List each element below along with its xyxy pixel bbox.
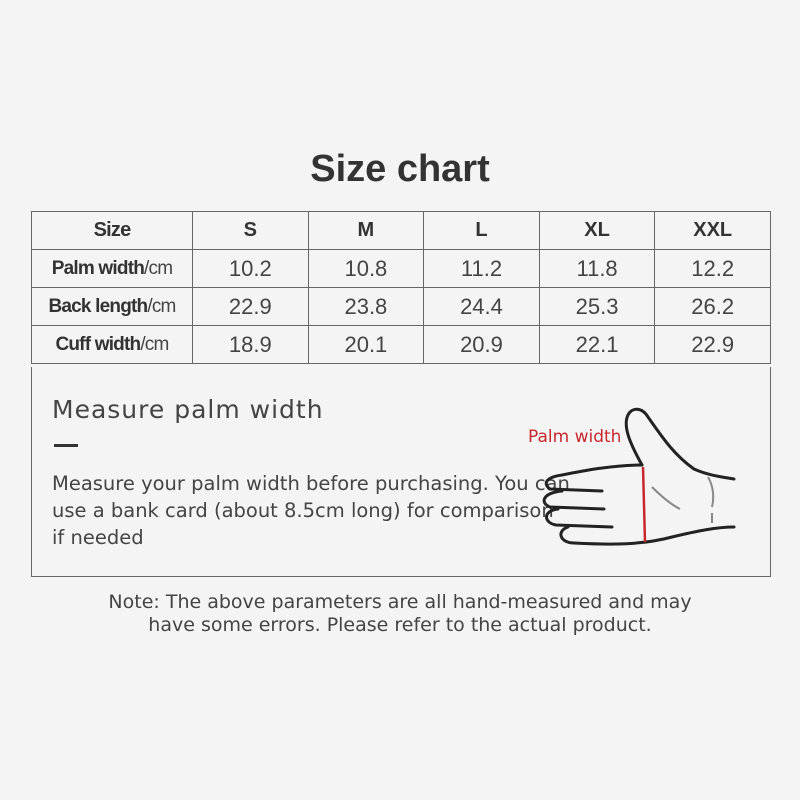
table-cell: 10.8 bbox=[307, 249, 425, 288]
note: Note: The above parameters are all hand-… bbox=[0, 591, 800, 637]
page-title: Size chart bbox=[310, 148, 490, 190]
palm-width-label: Palm width bbox=[528, 427, 622, 447]
measure-description: Measure your palm width before purchasin… bbox=[52, 472, 570, 549]
table-row: Palm width/cm 10.2 10.8 11.2 11.8 12.2 bbox=[31, 249, 771, 288]
row-unit: /cm bbox=[147, 295, 176, 317]
row-label: Palm width/cm bbox=[31, 249, 193, 288]
table-cell: 20.9 bbox=[423, 325, 540, 364]
table-cell: 22.1 bbox=[538, 325, 656, 364]
measure-heading: Measure palm width bbox=[52, 395, 324, 424]
table-header-row: Size S M L XL XXL bbox=[31, 211, 771, 250]
note-line: have some errors. Please refer to the ac… bbox=[148, 614, 652, 636]
row-label: Cuff width/cm bbox=[31, 325, 193, 364]
header-cell: Size bbox=[31, 211, 193, 250]
header-cell: XXL bbox=[654, 211, 771, 250]
table-row: Cuff width/cm 18.9 20.1 20.9 22.1 22.9 bbox=[31, 325, 771, 364]
table-row: Back length/cm 22.9 23.8 24.4 25.3 26.2 bbox=[31, 287, 771, 326]
row-unit: /cm bbox=[140, 333, 169, 355]
table-cell: 10.2 bbox=[192, 249, 309, 288]
size-table: Size S M L XL XXL Palm width/cm 10.2 10.… bbox=[31, 211, 771, 364]
header-cell: S bbox=[192, 211, 309, 250]
table-cell: 20.1 bbox=[307, 325, 425, 364]
table-cell: 24.4 bbox=[423, 287, 540, 326]
table-cell: 18.9 bbox=[192, 325, 309, 364]
row-label-text: Palm width bbox=[51, 257, 145, 279]
hand-diagram-icon bbox=[542, 407, 736, 546]
table-cell: 23.8 bbox=[307, 287, 425, 326]
header-cell: M bbox=[307, 211, 425, 250]
row-unit: /cm bbox=[144, 257, 173, 279]
header-cell: XL bbox=[538, 211, 656, 250]
table-cell: 22.9 bbox=[192, 287, 309, 326]
row-label-text: Back length bbox=[48, 295, 148, 317]
header-cell: L bbox=[423, 211, 540, 250]
table-cell: 22.9 bbox=[654, 325, 771, 364]
row-label-text: Cuff width bbox=[55, 333, 141, 355]
table-cell: 12.2 bbox=[654, 249, 771, 288]
measure-section: Measure palm width Measure your palm wid… bbox=[31, 367, 771, 577]
palm-width-line bbox=[641, 466, 647, 543]
table-cell: 26.2 bbox=[654, 287, 771, 326]
table-cell: 11.8 bbox=[538, 249, 656, 288]
table-cell: 25.3 bbox=[538, 287, 656, 326]
row-label: Back length/cm bbox=[31, 287, 193, 326]
divider bbox=[54, 444, 78, 447]
note-line: Note: The above parameters are all hand-… bbox=[108, 591, 692, 613]
table-cell: 11.2 bbox=[423, 249, 540, 288]
